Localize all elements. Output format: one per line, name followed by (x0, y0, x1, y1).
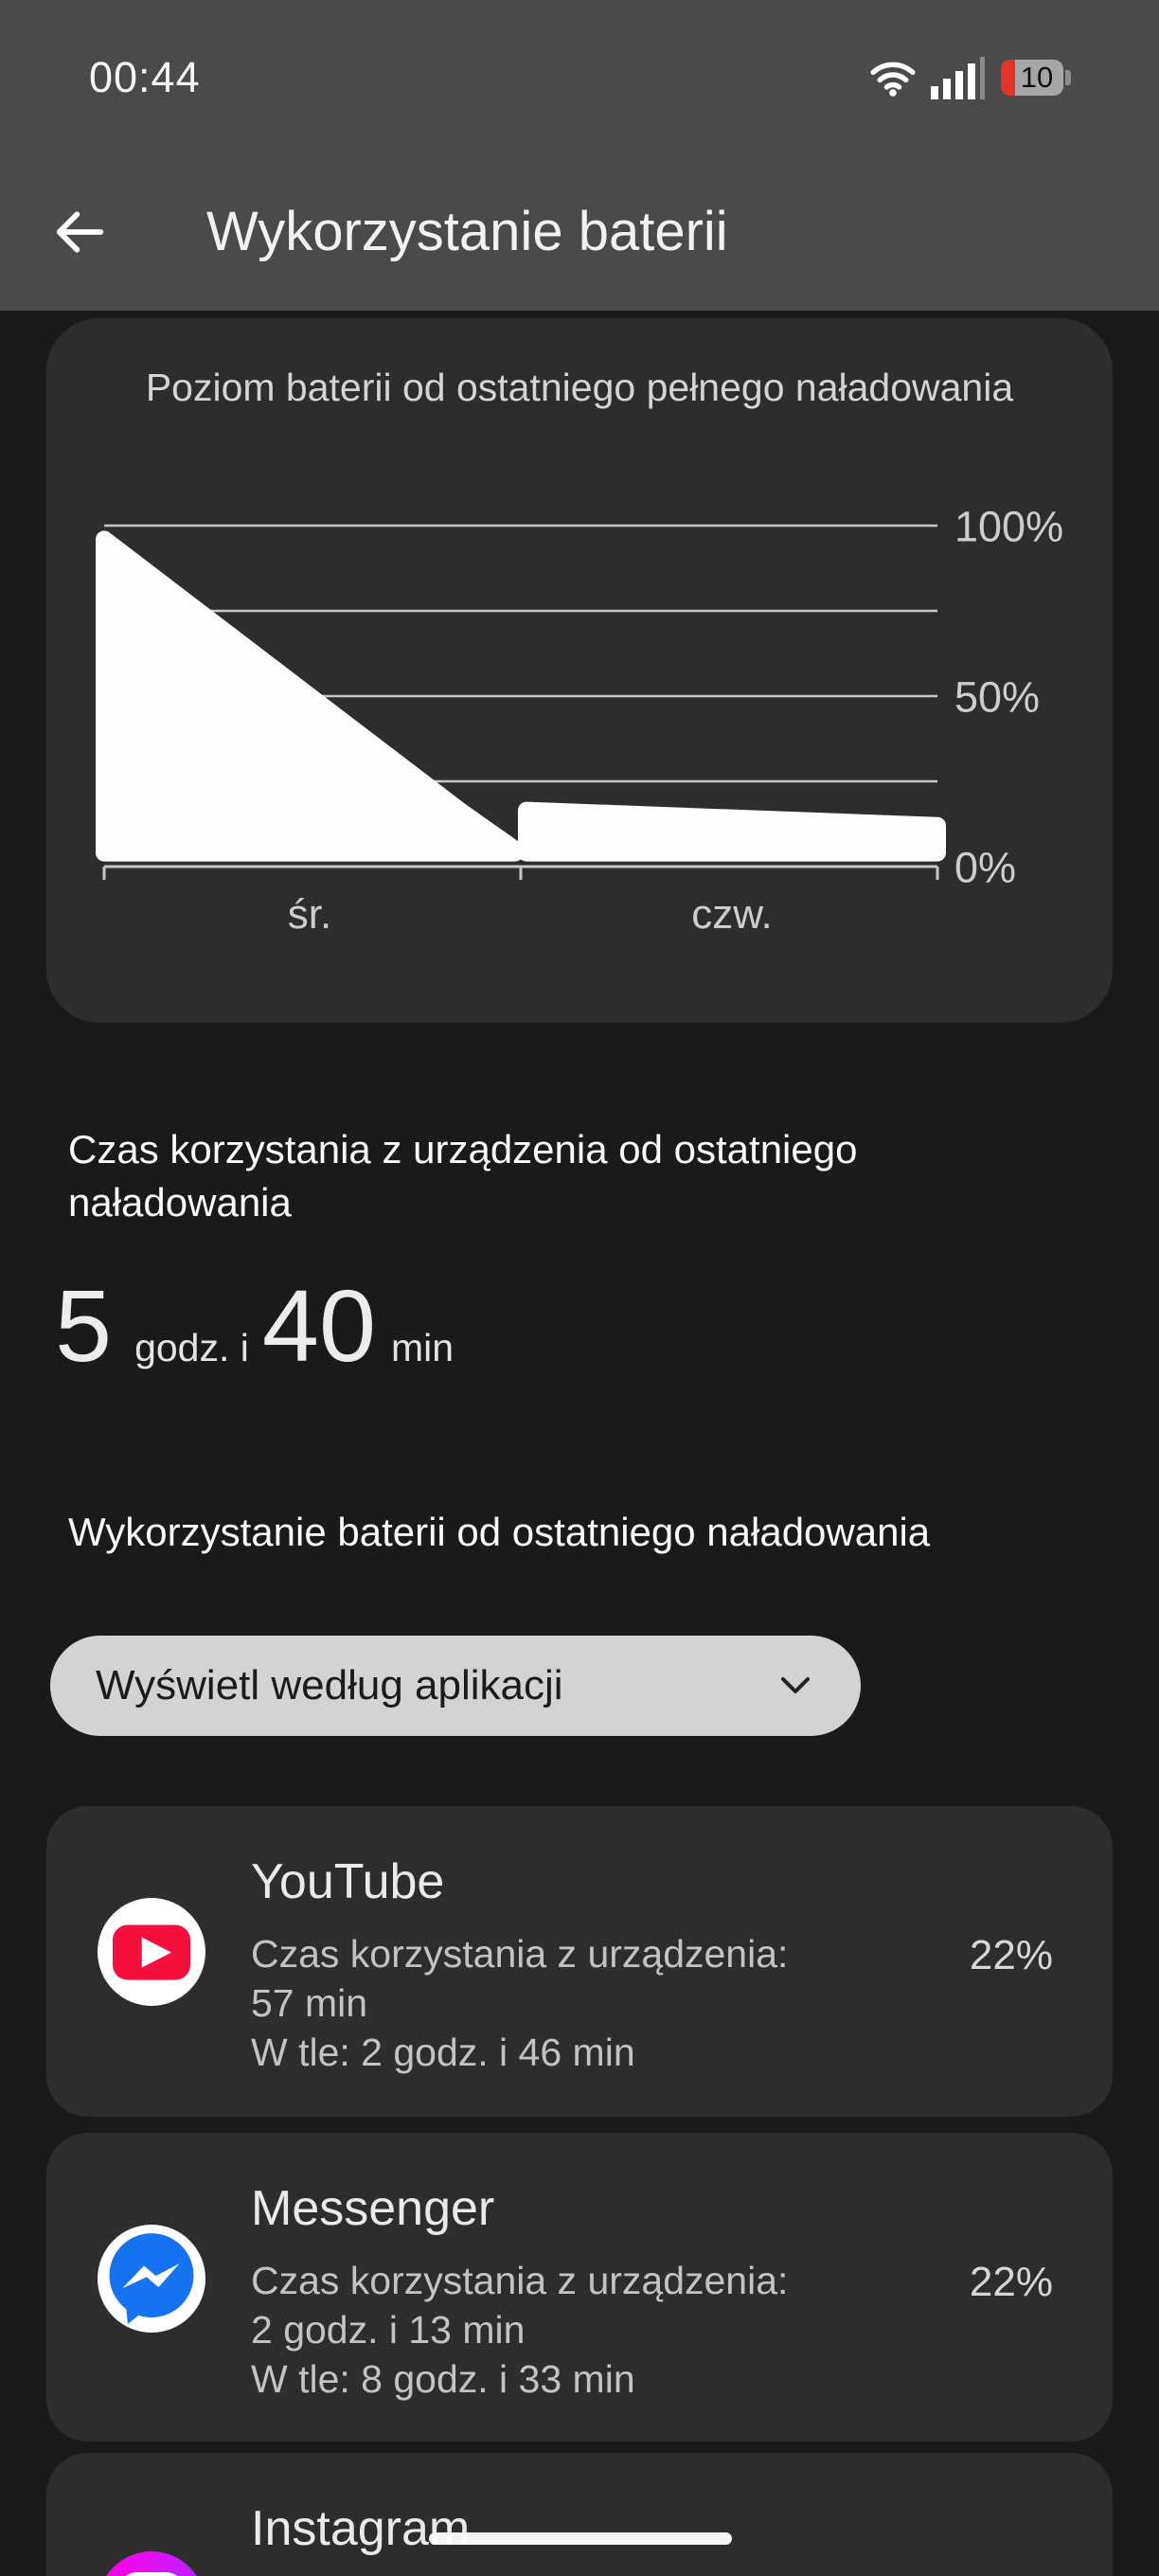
filter-label: Wyświetl według aplikacji (96, 1662, 563, 1708)
svg-text:100%: 100% (954, 503, 1063, 551)
instagram-icon (98, 2551, 205, 2576)
messenger-icon (98, 2225, 205, 2333)
youtube-icon (98, 1898, 205, 2006)
app-battery-percent: 22% (969, 1932, 1053, 1978)
page-title: Wykorzystanie baterii (206, 201, 728, 262)
top-bar: 00:44 10 (0, 0, 1159, 311)
back-button[interactable] (47, 201, 110, 263)
battery-body: 10 (1001, 60, 1063, 96)
instagram-camera-frame (118, 2572, 185, 2576)
wifi-icon (870, 62, 916, 97)
chevron-down-icon (781, 1677, 810, 1693)
usage-time-title: Czas korzystania z urządzenia od ostatni… (68, 1127, 858, 1225)
app-usage-lines: Czas korzystania z urządzenia: 57 min W … (251, 1929, 999, 2077)
battery-indicator: 10 (1001, 60, 1071, 96)
screen-time-value: 2 godz. i 13 min (251, 2308, 526, 2352)
app-name: Instagram (251, 2501, 471, 2556)
back-arrow-icon (56, 211, 104, 253)
usage-time-value: 5 godz. i 40 min (55, 1275, 454, 1377)
home-indicator[interactable] (429, 2532, 732, 2545)
view-by-filter-dropdown[interactable]: Wyświetl według aplikacji (50, 1636, 861, 1736)
background-time: W tle: 8 godz. i 33 min (251, 2357, 635, 2401)
usage-hours: 5 (55, 1268, 113, 1383)
breakdown-title: Wykorzystanie baterii od ostatniego nała… (68, 1510, 931, 1554)
app-row-youtube[interactable]: YouTube Czas korzystania z urządzenia: 5… (46, 1806, 1113, 2117)
usage-hours-unit: godz. i (134, 1326, 249, 1369)
signal-icon (931, 57, 985, 99)
app-name: Messenger (251, 2181, 495, 2236)
status-time: 00:44 (89, 53, 201, 101)
app-name: YouTube (251, 1854, 445, 1909)
background-time: W tle: 2 godz. i 46 min (251, 2030, 635, 2074)
battery-level-card: Poziom baterii od ostatniego pełnego nał… (46, 318, 1113, 1023)
svg-text:0%: 0% (954, 844, 1016, 892)
status-icons: 10 (870, 51, 1071, 104)
usage-minutes-unit: min (391, 1326, 455, 1369)
svg-text:śr.: śr. (288, 891, 331, 938)
app-usage-lines: Czas korzystania z urządzenia: 2 godz. i… (251, 2256, 999, 2404)
screen-time-value: 57 min (251, 1981, 368, 2025)
app-row-instagram[interactable]: Instagram (46, 2453, 1113, 2576)
usage-minutes: 40 (261, 1268, 377, 1383)
svg-text:50%: 50% (954, 673, 1040, 722)
chart-title: Poziom baterii od ostatniego pełnego nał… (145, 366, 1014, 409)
battery-level-fill (1001, 60, 1015, 96)
svg-text:czw.: czw. (691, 891, 773, 938)
battery-nub (1065, 70, 1071, 85)
screen-time-label: Czas korzystania z urządzenia: (251, 2259, 789, 2302)
screen-time-label: Czas korzystania z urządzenia: (251, 1932, 789, 1976)
battery-percent-text: 10 (1020, 61, 1054, 94)
battery-level-chart: śr. czw. 100% 50% 0% (96, 503, 1063, 938)
app-row-messenger[interactable]: Messenger Czas korzystania z urządzenia:… (46, 2133, 1113, 2442)
app-battery-percent: 22% (969, 2259, 1053, 2305)
